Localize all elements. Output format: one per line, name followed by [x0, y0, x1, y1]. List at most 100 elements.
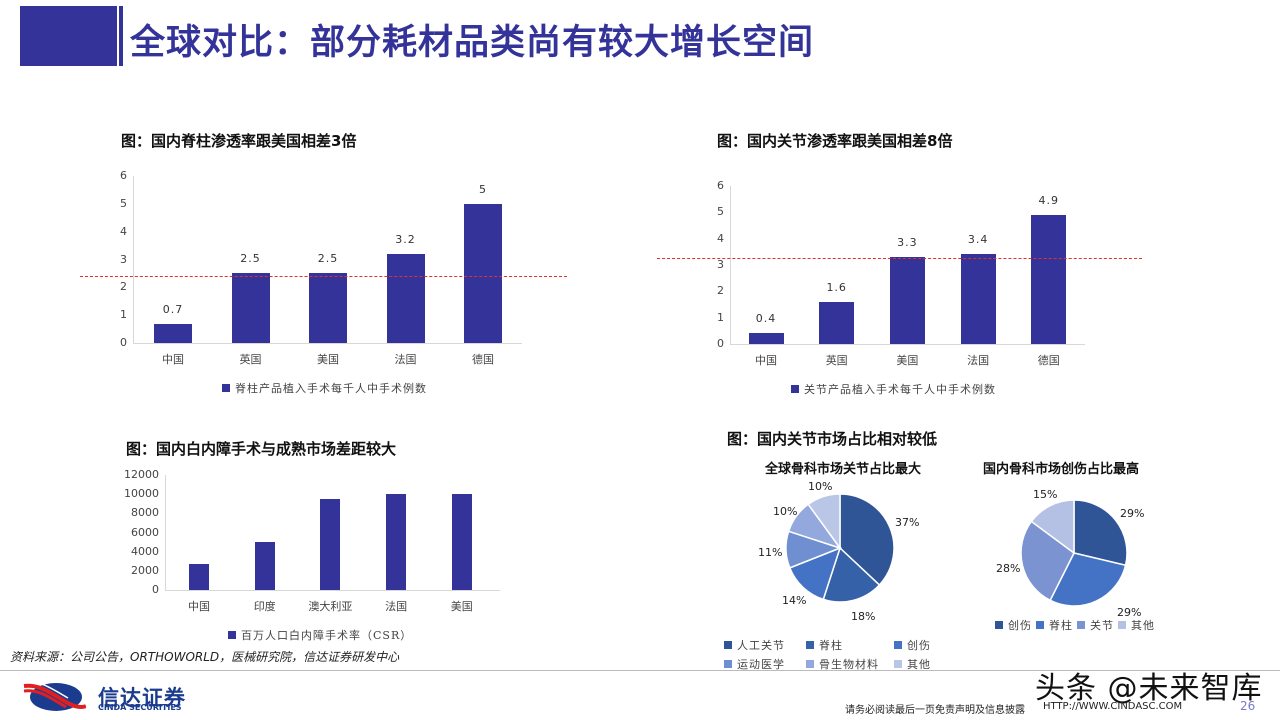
pie-value-label: 14% — [782, 594, 807, 607]
legend-label: 创伤 — [907, 639, 931, 652]
value-label: 5 — [479, 182, 487, 196]
x-tick-label: 德国 — [1037, 354, 1060, 367]
y-tick-label: 3 — [717, 258, 724, 271]
pie-value-label: 29% — [1117, 606, 1142, 619]
y-tick-label: 2 — [717, 284, 724, 298]
legend-label: 百万人口白内障手术率（CSR） — [241, 629, 413, 642]
bar — [254, 542, 275, 590]
y-tick-label: 0 — [152, 583, 159, 596]
website-link[interactable]: HTTP://WWW.CINDASC.COM — [1043, 701, 1183, 712]
x-tick-label: 法国 — [385, 600, 408, 613]
y-tick-label: 6 — [120, 169, 127, 182]
cataract-chart-title: 图：国内白内障手术与成熟市场差距较大 — [126, 440, 397, 458]
bar — [154, 323, 192, 343]
value-label: 2.5 — [240, 252, 261, 266]
bar — [889, 257, 925, 344]
reference-line — [80, 276, 567, 278]
pie-slice — [1020, 520, 1075, 602]
pie-slice — [1073, 499, 1128, 567]
y-tick-label: 12000 — [124, 468, 159, 481]
legend-swatch — [995, 621, 1003, 629]
value-label: 0.7 — [162, 302, 184, 316]
bar — [451, 494, 472, 590]
y-axis — [133, 176, 134, 343]
legend-swatch — [1118, 621, 1126, 629]
x-axis — [133, 343, 522, 344]
legend-item: 人工关节 — [724, 638, 806, 653]
legend-label: 其他 — [907, 658, 931, 671]
cataract-chart-legend: 百万人口白内障手术率（CSR） — [228, 627, 412, 643]
legend-label: 脊柱产品植入手术每千人中手术例数 — [235, 382, 427, 395]
value-label: 3.4 — [967, 233, 989, 247]
value-label: 2.5 — [317, 252, 339, 266]
value-label: 3.3 — [897, 236, 918, 250]
y-tick-label: 5 — [717, 205, 724, 219]
bar — [386, 494, 407, 590]
x-tick-label: 澳大利亚 — [308, 600, 353, 613]
legend-item: 骨生物材料 — [806, 657, 894, 672]
x-tick-label: 美国 — [317, 353, 339, 366]
chart-title: 图：国内关节渗透率跟美国相差8倍 — [717, 132, 953, 150]
y-tick-label: 0 — [120, 336, 127, 349]
value-label: 3.2 — [395, 232, 416, 246]
y-tick-label: 8000 — [131, 506, 159, 520]
legend-item: 脊柱 — [806, 638, 894, 653]
legend-item: 运动医学 — [724, 657, 806, 672]
bar — [309, 273, 347, 343]
page-number: 26 — [1240, 699, 1256, 713]
legend-swatch — [791, 385, 799, 393]
pie-value-label: 28% — [996, 562, 1021, 575]
bar — [1031, 214, 1067, 344]
bar — [960, 254, 996, 344]
pie-section-title: 图：国内关节市场占比相对较低 — [727, 430, 938, 448]
bar — [464, 203, 502, 343]
y-tick-label: 1 — [120, 308, 127, 322]
legend-label: 其他 — [1131, 619, 1155, 632]
x-tick-label: 中国 — [162, 353, 184, 366]
x-tick-label: 英国 — [239, 353, 262, 366]
pie-value-label: 29% — [1120, 507, 1145, 520]
legend-swatch — [724, 641, 732, 649]
pie-slice — [1030, 499, 1075, 555]
y-tick-label: 4 — [717, 231, 724, 245]
domestic-pie-title: 国内骨科市场创伤占比最高 — [983, 462, 1140, 477]
x-tick-label: 美国 — [450, 600, 473, 613]
reference-line — [657, 258, 1142, 260]
y-axis — [165, 475, 166, 590]
legend-item: 创伤 — [995, 618, 1032, 633]
title-accent-block — [20, 6, 117, 66]
legend-item: 其他 — [894, 657, 964, 672]
legend-swatch — [724, 660, 732, 668]
legend-label: 人工关节 — [737, 639, 785, 652]
y-tick-label: 4000 — [131, 544, 159, 558]
pie-value-label: 10% — [808, 480, 833, 493]
y-tick-label: 1 — [717, 310, 724, 324]
chart-legend: 关节产品植入手术每千人中手术例数 — [791, 381, 996, 397]
pie-value-label: 15% — [1033, 488, 1058, 501]
pie-value-label: 11% — [758, 546, 783, 559]
y-tick-label: 6 — [717, 179, 724, 192]
y-tick-label: 0 — [717, 337, 724, 350]
y-tick-label: 10000 — [124, 487, 159, 501]
y-tick-label: 3 — [120, 252, 127, 266]
chart-title: 图：国内脊柱渗透率跟美国相差3倍 — [121, 132, 357, 150]
x-tick-label: 中国 — [188, 600, 210, 613]
legend-label: 创伤 — [1008, 619, 1032, 632]
x-tick-label: 英国 — [825, 354, 848, 367]
legend-item: 脊柱 — [1036, 618, 1073, 633]
chart-legend: 脊柱产品植入手术每千人中手术例数 — [222, 380, 427, 396]
legend-swatch — [806, 641, 814, 649]
legend-swatch — [1036, 621, 1044, 629]
pie-slice — [839, 493, 895, 587]
bar — [320, 498, 341, 590]
pie-slice — [822, 546, 881, 603]
disclaimer-link[interactable]: 请务必阅读最后一页免责声明及信息披露 — [845, 705, 1025, 716]
legend-label: 关节产品植入手术每千人中手术例数 — [804, 383, 996, 396]
title-accent-bar — [119, 6, 123, 66]
y-axis — [730, 186, 731, 344]
x-tick-label: 中国 — [755, 354, 777, 367]
pie-value-label: 10% — [773, 505, 798, 518]
bar — [231, 273, 270, 343]
y-tick-label: 4 — [120, 224, 127, 238]
x-tick-label: 德国 — [472, 353, 494, 366]
